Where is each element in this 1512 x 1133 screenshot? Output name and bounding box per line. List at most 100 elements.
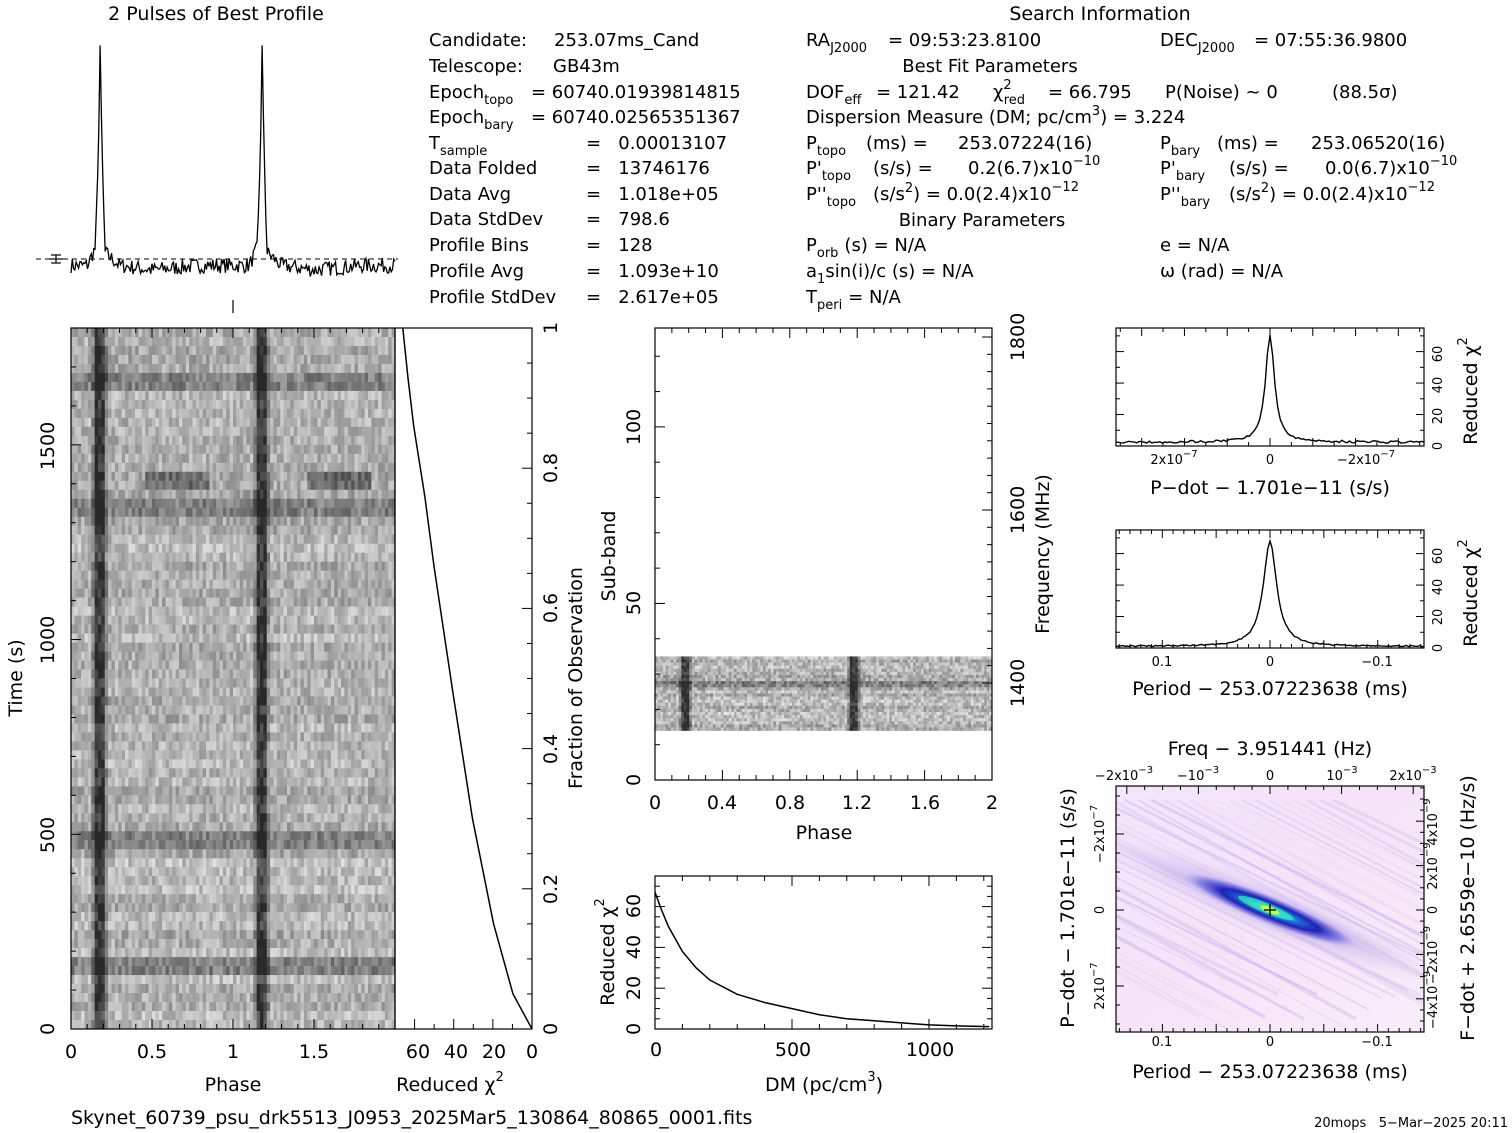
time-phase-cell bbox=[226, 705, 230, 715]
time-phase-cell bbox=[290, 408, 295, 419]
time-phase-cell bbox=[381, 579, 386, 589]
time-phase-cell bbox=[168, 606, 173, 616]
time-phase-cell bbox=[303, 328, 308, 338]
time-phase-cell bbox=[199, 543, 203, 553]
time-phase-cell bbox=[297, 597, 301, 607]
time-phase-cell bbox=[334, 462, 338, 473]
time-phase-cell bbox=[273, 606, 278, 616]
time-phase-cell bbox=[182, 408, 187, 419]
time-phase-cell bbox=[145, 759, 149, 769]
time-phase-cell bbox=[388, 399, 392, 410]
time-phase-cell bbox=[260, 534, 264, 544]
time-phase-cell bbox=[324, 660, 328, 670]
time-phase-cell bbox=[209, 489, 214, 500]
time-phase-cell bbox=[330, 552, 335, 562]
time-phase-cell bbox=[293, 345, 298, 356]
time-phase-cell bbox=[341, 597, 345, 607]
time-phase-cell bbox=[91, 408, 95, 419]
time-phase-cell bbox=[182, 777, 187, 787]
time-phase-cell bbox=[320, 750, 325, 760]
time-phase-cell bbox=[334, 480, 338, 491]
time-phase-cell bbox=[179, 642, 183, 652]
time-phase-cell bbox=[273, 417, 278, 428]
time-phase-cell bbox=[280, 354, 284, 365]
time-phase-cell bbox=[280, 759, 284, 769]
time-phase-cell bbox=[249, 399, 254, 410]
time-phase-cell bbox=[368, 372, 372, 383]
time-phase-cell bbox=[368, 435, 372, 446]
time-phase-cell bbox=[310, 471, 315, 482]
time-phase-cell bbox=[303, 597, 308, 607]
time-phase-cell bbox=[81, 372, 85, 383]
time-phase-cell bbox=[202, 660, 207, 670]
time-phase-cell bbox=[256, 453, 261, 464]
time-phase-cell bbox=[351, 633, 355, 643]
time-phase-cell bbox=[185, 417, 190, 428]
time-phase-cell bbox=[287, 705, 291, 715]
time-phase-cell bbox=[388, 732, 392, 742]
time-phase-cell bbox=[162, 777, 166, 787]
time-phase-cell bbox=[246, 381, 251, 392]
time-phase-cell bbox=[222, 741, 227, 751]
time-phase-cell bbox=[175, 363, 180, 374]
time-phase-cell bbox=[287, 462, 291, 473]
time-phase-cell bbox=[202, 453, 207, 464]
time-phase-cell bbox=[391, 489, 396, 500]
time-phase-cell bbox=[77, 516, 82, 527]
time-phase-cell bbox=[192, 372, 197, 383]
time-phase-cell bbox=[145, 328, 149, 338]
porb-value: (s) = N/A bbox=[844, 235, 926, 256]
time-phase-cell bbox=[320, 597, 325, 607]
time-phase-cell bbox=[249, 561, 254, 571]
time-phase-cell bbox=[388, 390, 392, 401]
time-phase-cell bbox=[185, 741, 190, 751]
time-phase-cell bbox=[334, 345, 338, 356]
time-phase-cell bbox=[378, 516, 382, 527]
time-phase-cell bbox=[270, 534, 274, 544]
time-phase-cell bbox=[101, 363, 106, 374]
time-phase-cell bbox=[314, 597, 318, 607]
time-phase-cell bbox=[212, 633, 217, 643]
time-phase-cell bbox=[374, 426, 379, 437]
time-phase-cell bbox=[179, 678, 183, 688]
time-phase-cell bbox=[347, 615, 352, 625]
time-phase-cell bbox=[347, 516, 352, 527]
time-phase-cell bbox=[202, 462, 207, 473]
time-phase-cell bbox=[354, 768, 359, 778]
time-phase-cell bbox=[145, 741, 149, 751]
time-phase-cell bbox=[145, 489, 149, 500]
time-phase-cell bbox=[260, 768, 264, 778]
time-phase-cell bbox=[317, 579, 322, 589]
time-phase-cell bbox=[233, 759, 237, 769]
time-phase-cell bbox=[138, 480, 143, 491]
time-phase-cell bbox=[300, 624, 305, 634]
time-phase-cell bbox=[222, 381, 227, 392]
time-phase-cell bbox=[222, 399, 227, 410]
time-phase-cell bbox=[310, 363, 315, 374]
time-phase-cell bbox=[314, 570, 318, 580]
time-phase-cell bbox=[347, 552, 352, 562]
time-phase-cell bbox=[118, 615, 122, 625]
time-phase-cell bbox=[199, 687, 203, 697]
time-phase-cell bbox=[71, 444, 75, 455]
time-phase-cell bbox=[371, 768, 376, 778]
time-phase-cell bbox=[84, 516, 89, 527]
time-phase-cell bbox=[226, 390, 230, 401]
time-phase-cell bbox=[344, 390, 349, 401]
time-phase-cell bbox=[71, 435, 75, 446]
time-phase-cell bbox=[320, 633, 325, 643]
time-phase-cell bbox=[297, 723, 301, 733]
time-phase-cell bbox=[229, 750, 234, 760]
time-phase-cell bbox=[283, 714, 288, 724]
time-phase-cell bbox=[344, 426, 349, 437]
time-phase-cell bbox=[320, 759, 325, 769]
time-phase-cell bbox=[239, 480, 244, 491]
time-phase-cell bbox=[320, 777, 325, 787]
time-phase-cell bbox=[324, 525, 328, 536]
time-phase-cell bbox=[138, 390, 143, 401]
time-phase-cell bbox=[108, 444, 112, 455]
time-phase-cell bbox=[276, 624, 281, 634]
time-phase-cell bbox=[141, 516, 146, 527]
time-phase-cell bbox=[233, 336, 237, 347]
time-phase-cell bbox=[381, 471, 386, 482]
